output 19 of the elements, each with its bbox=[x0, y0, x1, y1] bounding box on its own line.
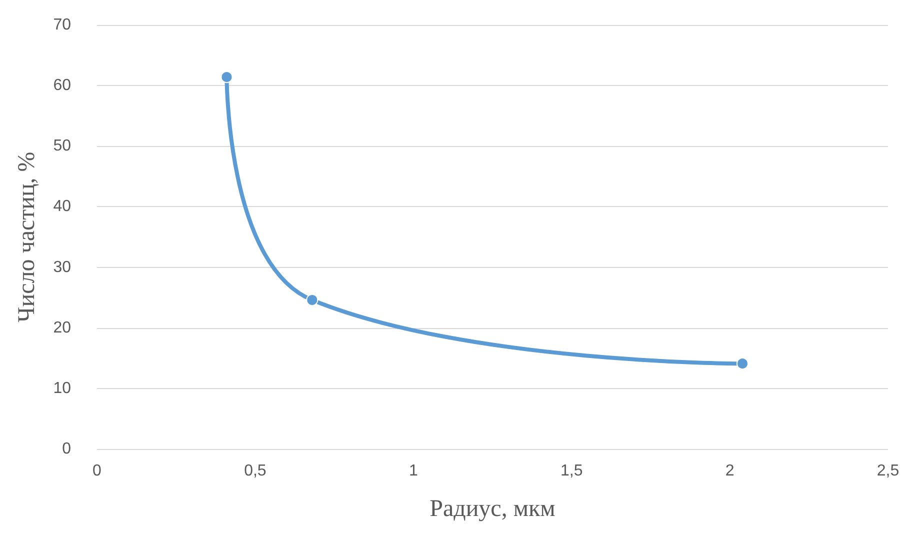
point bbox=[736, 358, 748, 370]
y-tick-label: 10 bbox=[53, 380, 72, 397]
x-tick-label: 1 bbox=[408, 462, 418, 480]
y-tick-label: 50 bbox=[53, 138, 72, 155]
y-tick-label: 30 bbox=[53, 258, 72, 276]
y-axis-title: Число частиц, % bbox=[14, 152, 40, 322]
y-tick-label: 70 bbox=[53, 16, 72, 34]
x-tick-label: 0 bbox=[92, 462, 102, 480]
x-axis-title: Радиус, мкм bbox=[430, 496, 556, 522]
x-tick-label: 2 bbox=[725, 462, 734, 480]
x-tick-label: 1,5 bbox=[560, 462, 583, 480]
y-tick-label: 0 bbox=[62, 440, 72, 458]
y-tick-label: 60 bbox=[53, 77, 72, 94]
point bbox=[306, 294, 318, 306]
x-tick-label: 2,5 bbox=[876, 462, 900, 480]
point bbox=[220, 71, 233, 84]
y-tick-label: 20 bbox=[53, 319, 72, 336]
y-tick-label: 40 bbox=[53, 198, 72, 216]
x-tick-label: 0,5 bbox=[244, 462, 266, 480]
